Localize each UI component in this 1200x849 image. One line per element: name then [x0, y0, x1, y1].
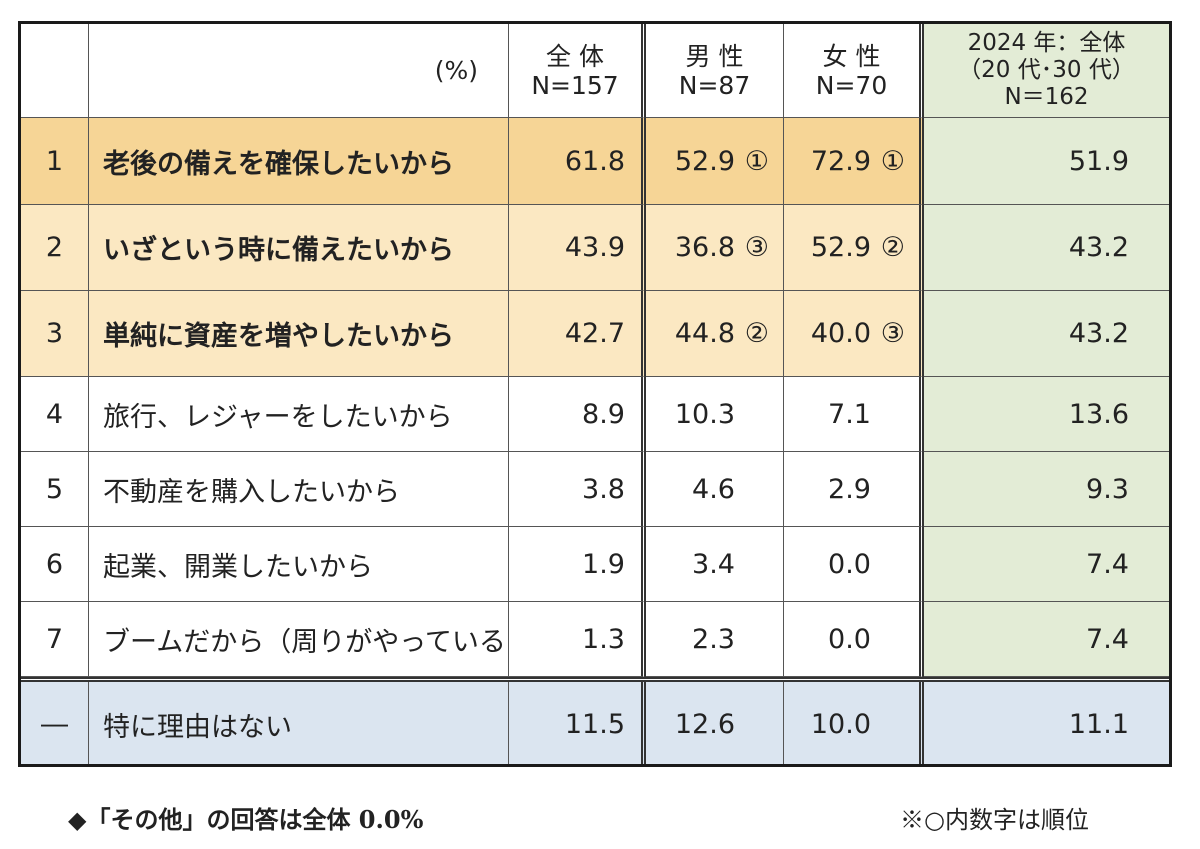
- unit-label: (%): [434, 56, 478, 85]
- reason-label: ブームだから（周りがやっているから）: [89, 602, 509, 677]
- header-male-n: N=87: [678, 70, 751, 100]
- table-row: 1 老後の備えを確保したいから 61.8 52.9 ① 72.9 ① 51.9: [21, 118, 1169, 205]
- male-cell: 52.9 ①: [646, 118, 784, 205]
- female-value: 7.1: [828, 398, 871, 430]
- all-value: 1.3: [509, 602, 646, 677]
- header-prev-sub: （20 代･30 代）: [958, 57, 1135, 83]
- reason-label: 不動産を購入したいから: [89, 452, 509, 527]
- header-male-title: 男 性: [685, 41, 744, 71]
- female-cell: 10.0: [784, 682, 924, 764]
- reason-label: いざという時に備えたいから: [89, 205, 509, 291]
- female-value: 2.9: [828, 473, 871, 505]
- female-cell: 40.0 ③: [784, 291, 924, 377]
- reason-label: 旅行、レジャーをしたいから: [89, 377, 509, 452]
- all-value: 8.9: [509, 377, 646, 452]
- header-all-n: N=157: [531, 70, 619, 100]
- female-rank-badge: ③: [880, 318, 905, 349]
- table-row: 3 単純に資産を増やしたいから 42.7 44.8 ② 40.0 ③ 43.2: [21, 291, 1169, 377]
- male-cell: 2.3: [646, 602, 784, 677]
- header-prev-n: N＝162: [1004, 84, 1089, 110]
- male-value: 44.8: [674, 318, 735, 349]
- female-cell: 0.0: [784, 527, 924, 602]
- male-rank-badge: ①: [744, 145, 769, 177]
- header-prev-title: 2024 年：全体: [967, 30, 1126, 56]
- male-value: 52.9: [674, 145, 735, 177]
- male-rank-badge: ③: [744, 232, 769, 263]
- table-row: 5 不動産を購入したいから 3.8 4.6 2.9 9.3: [21, 452, 1169, 527]
- female-rank-badge: ①: [880, 145, 905, 177]
- all-value: 11.5: [509, 682, 646, 764]
- header-all-title: 全 体: [546, 41, 604, 71]
- all-value: 42.7: [509, 291, 646, 377]
- female-rank-badge: ②: [880, 232, 905, 263]
- male-value: 3.4: [692, 548, 735, 580]
- header-female-cell: 女 性 N=70: [784, 24, 924, 118]
- rank-cell: 3: [21, 291, 89, 377]
- reason-label: 特に理由はない: [89, 682, 509, 764]
- female-value: 40.0: [810, 318, 871, 349]
- male-cell: 4.6: [646, 452, 784, 527]
- all-value: 43.9: [509, 205, 646, 291]
- rank-cell: 7: [21, 602, 89, 677]
- male-cell: 44.8 ②: [646, 291, 784, 377]
- table-row: 6 起業、開業したいから 1.9 3.4 0.0 7.4: [21, 527, 1169, 602]
- prev-value: 13.6: [924, 377, 1169, 452]
- male-cell: 10.3: [646, 377, 784, 452]
- header-all-cell: 全 体 N=157: [509, 24, 646, 118]
- table-row: 7 ブームだから（周りがやっているから） 1.3 2.3 0.0 7.4: [21, 602, 1169, 677]
- male-value: 36.8: [674, 232, 735, 263]
- female-value: 10.0: [810, 708, 871, 740]
- prev-value: 9.3: [924, 452, 1169, 527]
- rank-cell: 1: [21, 118, 89, 205]
- header-female-n: N=70: [815, 70, 888, 100]
- survey-table: (%) 全 体 N=157 男 性 N=87 女 性 N=70 2024 年：全…: [18, 21, 1172, 767]
- prev-value: 43.2: [924, 205, 1169, 291]
- prev-value: 7.4: [924, 527, 1169, 602]
- female-cell: 0.0: [784, 602, 924, 677]
- prev-value: 7.4: [924, 602, 1169, 677]
- rank-cell: ―: [21, 682, 89, 764]
- all-value: 61.8: [509, 118, 646, 205]
- table-row: 4 旅行、レジャーをしたいから 8.9 10.3 7.1 13.6: [21, 377, 1169, 452]
- header-male-cell: 男 性 N=87: [646, 24, 784, 118]
- male-value: 10.3: [674, 398, 735, 430]
- table-header-row: (%) 全 体 N=157 男 性 N=87 女 性 N=70 2024 年：全…: [21, 24, 1169, 118]
- prev-value: 11.1: [924, 682, 1169, 764]
- header-prev-cell: 2024 年：全体 （20 代･30 代） N＝162: [924, 24, 1169, 118]
- header-female-title: 女 性: [822, 41, 881, 71]
- male-cell: 3.4: [646, 527, 784, 602]
- male-value: 4.6: [692, 473, 735, 505]
- rank-cell: 5: [21, 452, 89, 527]
- male-cell: 12.6: [646, 682, 784, 764]
- all-value: 3.8: [509, 452, 646, 527]
- rank-cell: 2: [21, 205, 89, 291]
- female-cell: 52.9 ②: [784, 205, 924, 291]
- other-answer-note: ◆「その他」の回答は全体 0.0%: [68, 805, 424, 834]
- male-rank-badge: ②: [744, 318, 769, 349]
- female-value: 0.0: [828, 548, 871, 580]
- reason-label: 起業、開業したいから: [89, 527, 509, 602]
- reason-label: 単純に資産を増やしたいから: [89, 291, 509, 377]
- male-cell: 36.8 ③: [646, 205, 784, 291]
- table-row: 2 いざという時に備えたいから 43.9 36.8 ③ 52.9 ② 43.2: [21, 205, 1169, 291]
- reason-label: 老後の備えを確保したいから: [89, 118, 509, 205]
- female-cell: 2.9: [784, 452, 924, 527]
- rank-cell: 6: [21, 527, 89, 602]
- female-value: 52.9: [810, 232, 871, 263]
- male-value: 2.3: [692, 623, 735, 655]
- male-value: 12.6: [674, 708, 735, 740]
- female-value: 72.9: [810, 145, 871, 177]
- all-value: 1.9: [509, 527, 646, 602]
- header-rank-cell: [21, 24, 89, 118]
- rank-legend-note: ※○内数字は順位: [900, 806, 1089, 834]
- table-row-no-reason: ― 特に理由はない 11.5 12.6 10.0 11.1: [21, 677, 1169, 764]
- female-cell: 72.9 ①: [784, 118, 924, 205]
- female-cell: 7.1: [784, 377, 924, 452]
- rank-cell: 4: [21, 377, 89, 452]
- prev-value: 43.2: [924, 291, 1169, 377]
- prev-value: 51.9: [924, 118, 1169, 205]
- female-value: 0.0: [828, 623, 871, 655]
- header-unit-cell: (%): [89, 24, 509, 118]
